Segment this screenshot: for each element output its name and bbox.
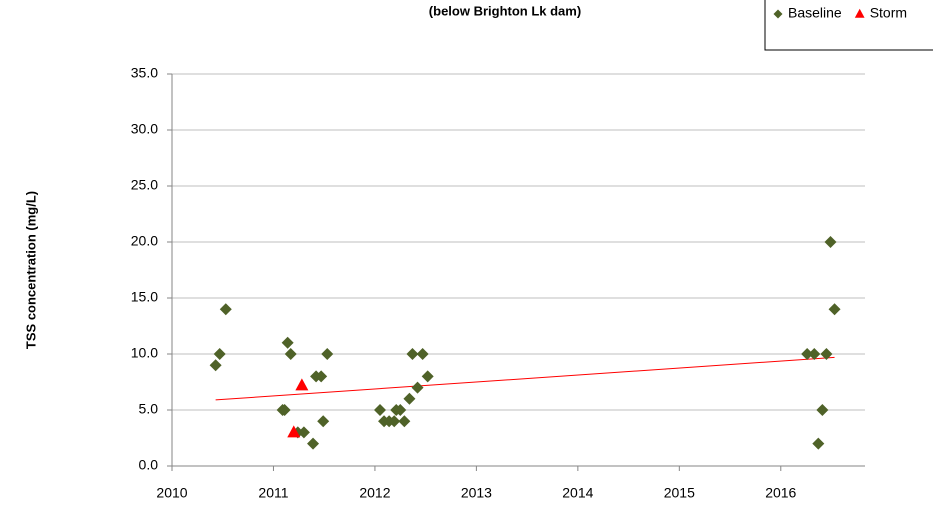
point [824, 236, 837, 248]
x-tick-label: 2015 [664, 485, 695, 501]
point [816, 404, 829, 416]
point [411, 381, 424, 394]
point [812, 437, 825, 450]
legend-label: Storm [870, 5, 907, 21]
point [394, 404, 407, 416]
point [278, 404, 291, 416]
legend-label: Baseline [788, 5, 842, 21]
y-tick-label: 0.0 [139, 457, 159, 473]
legend-marker [854, 8, 865, 18]
x-tick-label: 2012 [359, 485, 390, 501]
point [801, 348, 814, 360]
point [321, 348, 334, 360]
y-tick-label: 10.0 [131, 345, 158, 361]
point [295, 378, 309, 391]
point [219, 303, 232, 316]
x-tick-label: 2013 [461, 485, 492, 501]
y-tick-label: 5.0 [139, 401, 159, 417]
trendline [215, 356, 835, 401]
point [307, 437, 320, 450]
point [398, 415, 411, 428]
y-tick-label: 20.0 [131, 233, 158, 249]
x-tick-label: 2014 [562, 485, 593, 501]
y-tick-label: 35.0 [131, 65, 158, 81]
point [828, 303, 841, 316]
legend-box [764, 0, 933, 51]
x-tick-label: 2011 [258, 485, 288, 501]
point [297, 426, 310, 439]
x-tick-label: 2010 [156, 485, 187, 501]
point [213, 348, 226, 360]
point [820, 348, 833, 360]
y-tick-label: 15.0 [131, 289, 158, 305]
point [281, 336, 294, 349]
point [388, 415, 401, 428]
point [374, 404, 387, 416]
point [315, 370, 328, 383]
y-axis-label: TSS concentration (mg/L) [23, 191, 38, 349]
y-tick-label: 25.0 [131, 177, 158, 193]
point [209, 359, 222, 372]
legend-marker [773, 9, 783, 19]
x-tick-label: 2016 [765, 485, 796, 501]
point [808, 348, 821, 360]
point [284, 348, 297, 360]
chart-subtitle: (below Brighton Lk dam) [429, 3, 581, 18]
point [421, 370, 434, 383]
point [287, 425, 301, 438]
point [317, 415, 330, 428]
point [416, 348, 429, 360]
point [403, 392, 416, 405]
point [406, 348, 419, 360]
y-tick-label: 30.0 [131, 121, 158, 137]
